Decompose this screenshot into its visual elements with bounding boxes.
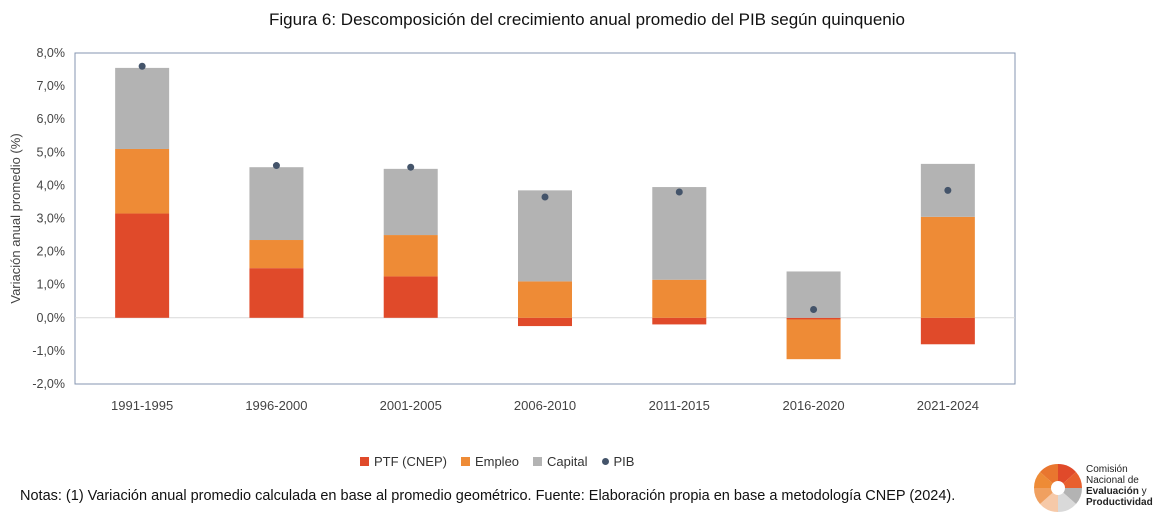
y-tick-label: 7,0% — [37, 79, 66, 93]
chart-markers — [138, 62, 952, 314]
bar-empleo-1996-2000 — [249, 240, 304, 269]
bar-empleo-2021-2024 — [920, 216, 975, 318]
y-tick-label: -2,0% — [32, 377, 65, 391]
bar-empleo-2011-2015 — [652, 279, 707, 318]
marker-pib-2006-2010 — [541, 193, 549, 201]
x-tick-label: 2001-2005 — [380, 398, 442, 413]
chart-legend: PTF (CNEP) Empleo Capital PIB — [360, 454, 634, 469]
y-tick-label: 4,0% — [37, 178, 66, 192]
cnep-logo-text: Comisión Nacional de Evaluación y Produc… — [1086, 464, 1153, 508]
bar-capital-2001-2005 — [383, 168, 438, 236]
legend-swatch-empleo — [460, 457, 470, 466]
bar-empleo-2001-2005 — [383, 235, 438, 277]
plot-area-frame — [74, 52, 1016, 385]
chart-notes: Notas: (1) Variación anual promedio calc… — [20, 488, 956, 504]
y-axis-label: Variación anual promedio (%) — [8, 133, 23, 303]
legend-label-ptf: PTF (CNEP) — [374, 454, 447, 469]
legend-item-ptf: PTF (CNEP) — [360, 454, 447, 469]
legend-item-empleo: Empleo — [460, 454, 520, 469]
legend-label-empleo: Empleo — [474, 454, 520, 469]
cnep-logo-icon — [1033, 463, 1083, 513]
logo-line-1: Comisión — [1086, 464, 1128, 475]
logo-line-3-suffix: y — [1141, 486, 1147, 497]
legend-swatch-ptf — [360, 457, 369, 466]
x-tick-label: 2021-2024 — [917, 398, 979, 413]
x-tick-label: 1991-1995 — [111, 398, 173, 413]
legend-label-capital: Capital — [547, 454, 588, 469]
bar-capital-1991-1995 — [115, 67, 170, 149]
marker-pib-1991-1995 — [138, 62, 146, 70]
y-tick-label: 6,0% — [37, 112, 66, 126]
y-tick-label: 2,0% — [37, 245, 66, 259]
legend-swatch-capital — [533, 457, 543, 466]
x-tick-label: 2011-2015 — [649, 398, 710, 413]
y-tick-label: 1,0% — [37, 278, 66, 292]
bar-ptf-1996-2000 — [249, 268, 304, 318]
bar-ptf-2001-2005 — [383, 276, 438, 318]
marker-pib-2011-2015 — [675, 188, 683, 196]
bar-ptf-2011-2015 — [652, 317, 707, 325]
bar-ptf-1991-1995 — [115, 213, 170, 318]
y-tick-label: -1,0% — [32, 344, 65, 358]
logo-line-3: Evaluación — [1086, 486, 1139, 497]
x-tick-label: 2016-2020 — [782, 398, 844, 413]
y-tick-label: 3,0% — [37, 212, 66, 226]
legend-item-capital: Capital — [533, 454, 588, 469]
bar-capital-2006-2010 — [518, 190, 572, 282]
x-tick-label: 2006-2010 — [514, 398, 576, 413]
legend-marker-pib — [601, 458, 609, 465]
marker-pib-2016-2020 — [810, 306, 818, 314]
logo-line-4: Productividad — [1086, 497, 1153, 508]
bar-capital-2011-2015 — [652, 187, 707, 280]
bar-ptf-2021-2024 — [920, 317, 975, 345]
y-tick-label: 0,0% — [37, 311, 66, 325]
chart-title: Figura 6: Descomposición del crecimiento… — [269, 10, 905, 29]
cnep-logo: Comisión Nacional de Evaluación y Produc… — [1030, 458, 1170, 518]
legend-item-pib: PIB — [601, 454, 635, 469]
bar-empleo-2016-2020 — [786, 319, 841, 360]
chart-bars — [115, 67, 975, 360]
marker-pib-2021-2024 — [944, 186, 952, 194]
marker-pib-1996-2000 — [272, 162, 280, 170]
marker-pib-2001-2005 — [407, 163, 415, 171]
bar-capital-1996-2000 — [249, 167, 304, 241]
logo-line-2: Nacional de — [1086, 475, 1139, 486]
y-tick-label: 8,0% — [37, 46, 66, 60]
bar-empleo-2006-2010 — [518, 281, 572, 318]
bar-ptf-2006-2010 — [518, 317, 572, 327]
bar-empleo-1991-1995 — [115, 148, 170, 214]
y-tick-label: 5,0% — [37, 145, 66, 159]
legend-label-pib: PIB — [613, 454, 635, 469]
bar-ptf-2016-2020 — [786, 317, 841, 320]
x-tick-label: 1996-2000 — [245, 398, 307, 413]
